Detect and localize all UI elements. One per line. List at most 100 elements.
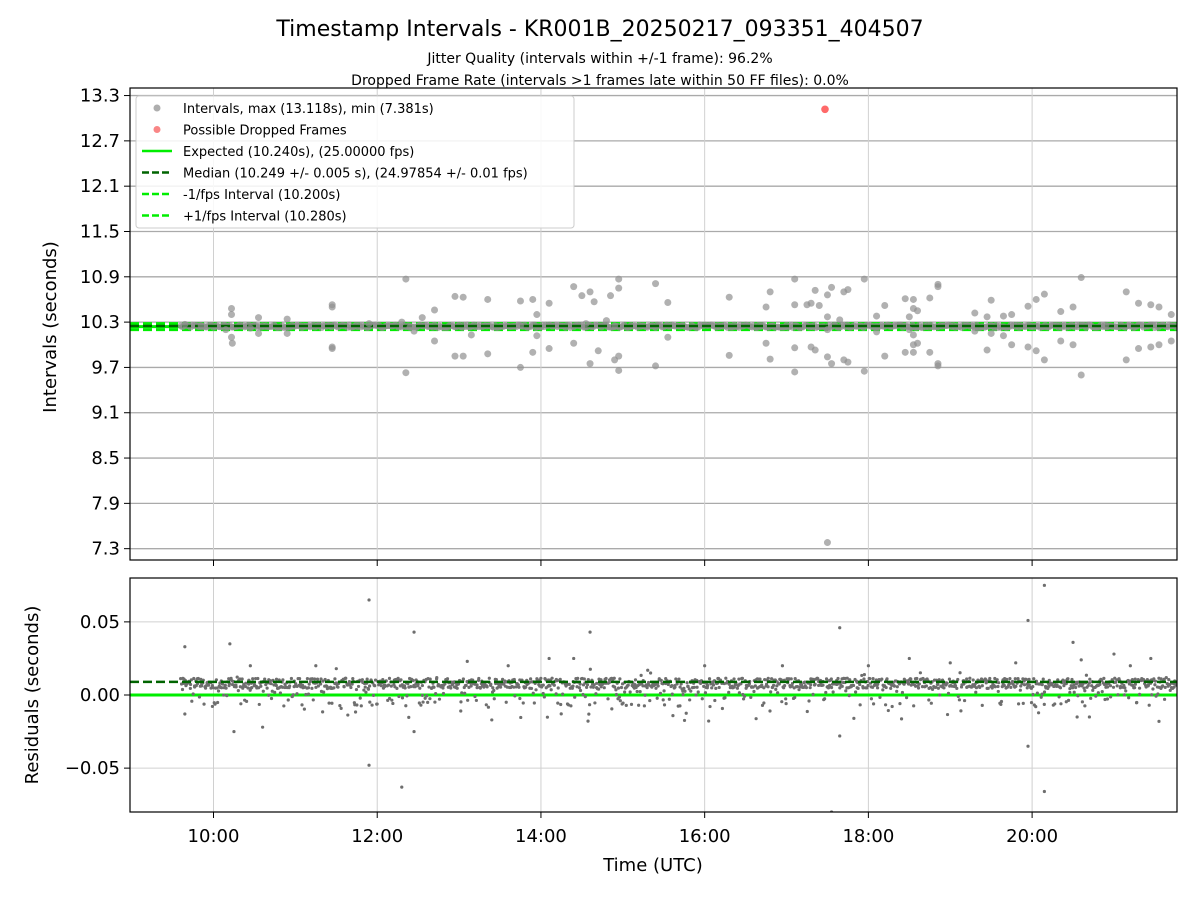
residual-point <box>1066 677 1070 681</box>
residual-point <box>196 676 200 681</box>
interval-point <box>1040 356 1048 364</box>
residual-point <box>251 677 255 681</box>
residual-point <box>962 682 966 686</box>
residual-point <box>400 785 404 789</box>
residual-point <box>421 700 425 704</box>
residual-point <box>344 676 348 680</box>
residuals-plot: −0.05 0.00 0.05 10:00 12:00 14:00 16:00 18:00 20… <box>65 577 1178 847</box>
residual-point <box>621 701 625 705</box>
interval-point <box>844 358 852 366</box>
residual-point <box>282 704 286 708</box>
residual-point <box>587 712 591 716</box>
residual-point <box>585 683 590 687</box>
residual-point <box>1127 696 1131 700</box>
interval-point <box>1077 274 1085 282</box>
residual-point <box>585 685 589 689</box>
residual-point <box>639 673 643 677</box>
residual-point <box>890 683 894 687</box>
residual-point <box>1066 698 1071 702</box>
residual-point <box>898 702 902 706</box>
residual-point <box>906 682 911 686</box>
residual-point <box>577 686 582 690</box>
residual-point <box>428 677 432 681</box>
interval-point <box>1069 303 1077 311</box>
residual-point <box>1042 690 1047 694</box>
residual-point <box>1159 677 1163 681</box>
interval-point <box>791 344 799 352</box>
residual-point <box>616 686 621 690</box>
residual-point <box>238 677 242 681</box>
interval-point <box>410 327 418 335</box>
residual-point <box>228 642 232 646</box>
residual-point <box>1076 694 1080 698</box>
residual-point <box>909 677 913 681</box>
residual-point <box>974 686 979 690</box>
residual-point <box>682 718 687 723</box>
residual-point <box>979 677 984 681</box>
interval-point <box>398 318 406 326</box>
residual-point <box>629 702 634 706</box>
residual-point <box>594 692 598 696</box>
residual-point <box>259 684 263 688</box>
residual-point <box>588 703 592 707</box>
interval-point <box>881 301 889 309</box>
interval-point <box>1135 345 1143 353</box>
residual-point <box>1115 684 1119 688</box>
residual-point <box>957 698 962 702</box>
residual-point <box>1040 692 1044 696</box>
residual-point <box>1111 685 1116 689</box>
interval-point <box>545 299 553 307</box>
residual-point <box>1172 685 1176 689</box>
residual-point <box>1059 702 1063 706</box>
interval-point <box>1122 356 1130 364</box>
residual-point <box>1167 678 1171 682</box>
residual-point <box>892 684 896 688</box>
residual-point <box>692 685 696 689</box>
residual-point <box>793 676 797 681</box>
residual-point <box>578 688 583 693</box>
residual-point <box>597 687 601 691</box>
residual-point <box>561 692 565 696</box>
residual-point <box>717 685 721 690</box>
residual-point <box>465 659 469 663</box>
residual-point <box>694 693 698 697</box>
residual-point <box>681 692 685 697</box>
residual-point <box>556 686 560 690</box>
residual-point <box>1082 686 1086 690</box>
residual-point <box>521 701 525 705</box>
residual-point <box>204 684 208 688</box>
residual-point <box>220 682 224 686</box>
residual-point <box>829 685 834 690</box>
residual-point <box>811 692 815 696</box>
residual-point <box>199 684 204 688</box>
residual-point <box>268 679 272 683</box>
residual-point <box>319 677 323 681</box>
interval-point <box>828 283 836 291</box>
residual-point <box>244 699 249 703</box>
residual-point <box>484 703 488 707</box>
residual-point <box>927 698 931 702</box>
residual-point <box>780 700 784 704</box>
residual-point <box>223 683 227 687</box>
residual-point <box>1153 679 1158 683</box>
residual-point <box>267 693 271 697</box>
residual-point <box>862 673 866 677</box>
residual-point <box>582 677 586 681</box>
interval-point <box>570 339 578 347</box>
residual-point <box>899 717 904 721</box>
residual-point <box>1154 694 1158 698</box>
residual-point <box>617 695 621 699</box>
residual-point <box>703 691 708 695</box>
interval-point <box>615 275 623 283</box>
residual-point <box>766 685 770 689</box>
residual-point <box>787 677 791 681</box>
interval-point <box>197 322 205 330</box>
figure-subtitle-dropped: Dropped Frame Rate (intervals >1 frames … <box>351 73 849 89</box>
residual-point <box>895 689 899 693</box>
residual-point <box>866 664 870 668</box>
residual-point <box>261 689 265 693</box>
residual-point <box>921 676 925 681</box>
interval-point <box>807 299 815 307</box>
residual-point <box>321 710 325 714</box>
